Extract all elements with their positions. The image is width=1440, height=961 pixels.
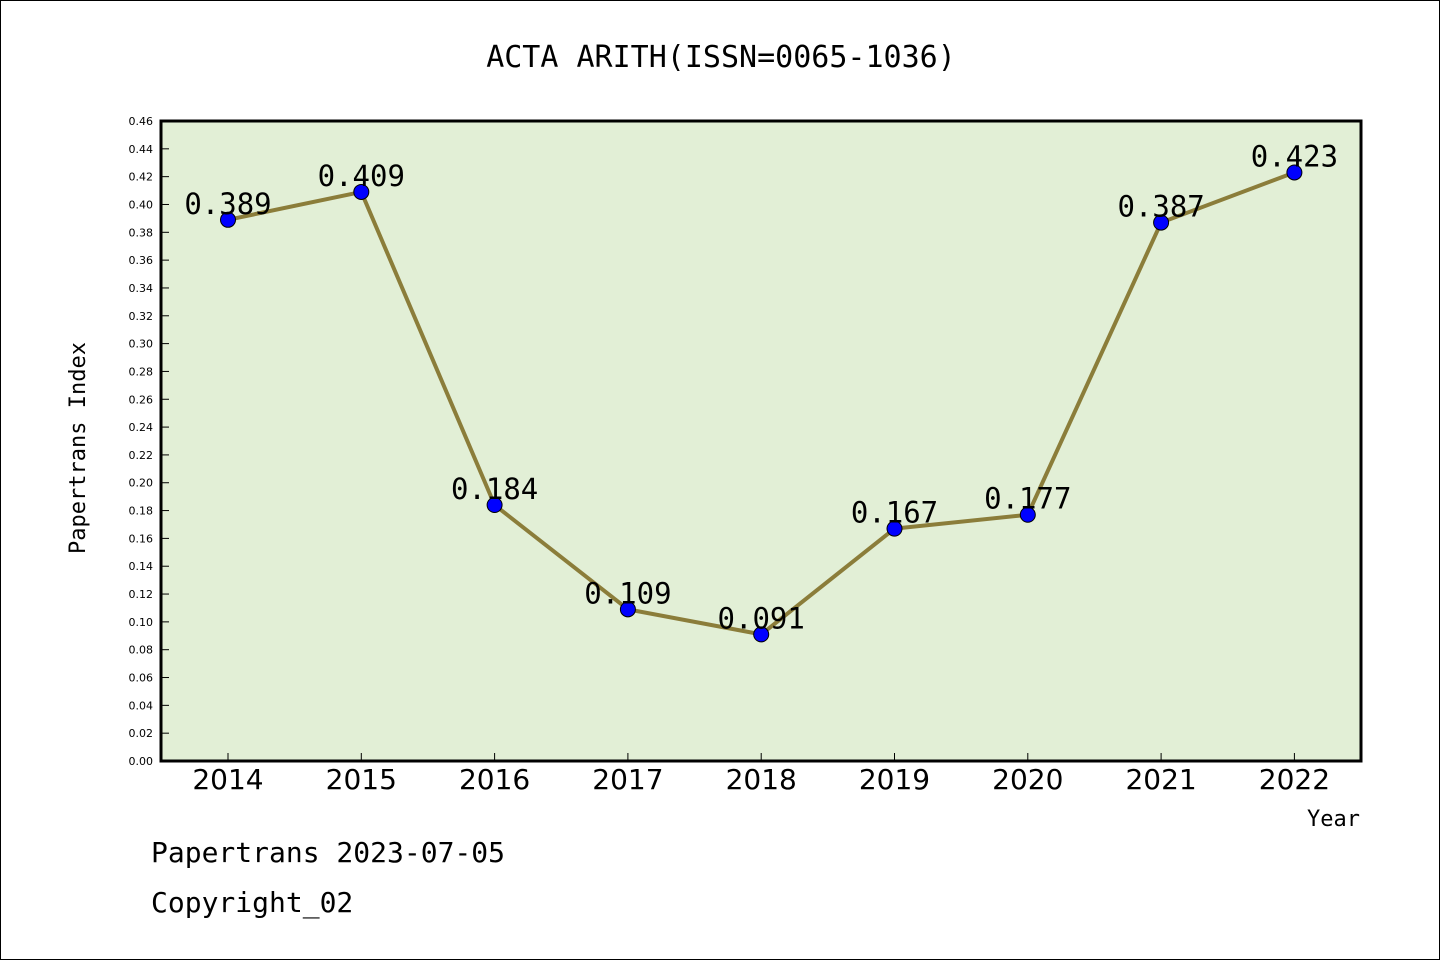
data-point-2022 (1286, 164, 1303, 181)
data-label-2018: 0.091 (718, 601, 805, 635)
data-label-2015: 0.409 (318, 159, 405, 193)
y-tick-label: 0.36 (129, 254, 154, 267)
y-tick-label: 0.28 (129, 365, 154, 378)
x-tick-label: 2019 (859, 763, 930, 796)
y-tick-label: 0.10 (129, 616, 154, 629)
y-tick-label: 0.00 (129, 755, 154, 768)
data-label-2017: 0.109 (584, 576, 671, 610)
chart-title: ACTA ARITH(ISSN=0065-1036) (486, 40, 956, 75)
data-point-2020 (1019, 506, 1036, 523)
x-tick-label: 2018 (726, 763, 797, 796)
y-tick-label: 0.46 (129, 115, 154, 128)
x-tick-label: 2017 (592, 763, 663, 796)
data-label-2014: 0.389 (184, 187, 271, 221)
data-point-2015 (353, 183, 370, 200)
y-axis-label: Papertrans Index (66, 342, 91, 554)
x-tick-label: 2016 (459, 763, 530, 796)
footer-copyright: Copyright_02 (151, 886, 354, 919)
y-tick-label: 0.34 (129, 282, 154, 295)
y-tick-label: 0.32 (129, 310, 154, 323)
y-tick-label: 0.12 (129, 588, 154, 601)
y-axis-ticks: 0.00 0.02 0.04 0.06 0.08 0.10 0.12 0.14 0.16 0.18… (129, 115, 169, 768)
y-tick-label: 0.06 (129, 672, 154, 685)
data-point-2017 (619, 601, 636, 618)
data-labels: 0.389 0.409 0.184 0.109 0.091 0.167 0.177 0.387… (184, 139, 1338, 635)
y-tick-label: 0.26 (129, 393, 154, 406)
y-tick-label: 0.14 (129, 560, 154, 573)
data-point-2021 (1153, 214, 1170, 231)
y-tick-label: 0.16 (129, 532, 154, 545)
y-tick-label: 0.18 (129, 505, 154, 518)
y-tick-label: 0.38 (129, 226, 154, 239)
data-label-2019: 0.167 (851, 496, 938, 530)
data-label-2022: 0.423 (1251, 139, 1338, 173)
data-point-2016 (486, 497, 503, 513)
y-tick-label: 0.22 (129, 449, 154, 462)
x-tick-label: 2022 (1259, 763, 1330, 796)
x-tick-label: 2021 (1125, 763, 1196, 796)
data-point-2019 (886, 520, 903, 537)
y-tick-label: 0.24 (129, 421, 154, 434)
series-papertrans-index (220, 164, 1303, 643)
y-tick-label: 0.42 (129, 171, 154, 184)
footer-date: Papertrans 2023-07-05 (151, 836, 506, 869)
data-point-2018 (753, 626, 770, 643)
y-tick-label: 0.04 (129, 699, 154, 712)
plot-border (159, 119, 1363, 763)
data-label-2021: 0.387 (1117, 190, 1204, 224)
data-point-2014 (220, 211, 236, 228)
data-label-2020: 0.177 (984, 482, 1071, 516)
y-tick-label: 0.30 (129, 338, 154, 351)
x-axis-ticks: 2014 2015 2016 2017 2018 2019 2020 2021 2022 (192, 753, 1330, 796)
y-tick-label: 0.40 (129, 198, 154, 211)
x-tick-label: 2015 (326, 763, 397, 796)
x-tick-label: 2014 (192, 763, 263, 796)
y-tick-label: 0.08 (129, 644, 154, 657)
x-tick-label: 2020 (992, 763, 1063, 796)
y-tick-label: 0.44 (129, 143, 154, 156)
x-axis-label: Year (1307, 807, 1360, 832)
y-tick-label: 0.20 (129, 477, 154, 490)
y-tick-label: 0.02 (129, 727, 154, 740)
data-label-2016: 0.184 (451, 472, 538, 506)
